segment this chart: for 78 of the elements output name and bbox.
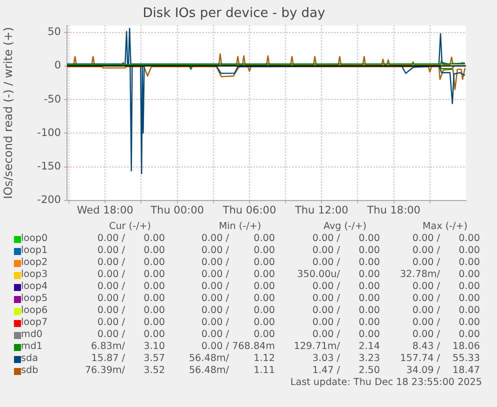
text: 0.00 / 0.00 <box>412 233 480 244</box>
text: 0.00 / 0.00 <box>201 269 275 280</box>
text: 0.00 / 0.00 <box>97 317 165 328</box>
text: 0.00 / 0.00 <box>97 281 165 292</box>
text: 0.00 / 0.00 <box>201 233 275 244</box>
text: 56.48m/ 1.11 <box>188 365 275 376</box>
y-tick-label: 50 <box>48 26 61 38</box>
text: 0.00 / 0.00 <box>97 257 165 268</box>
x-tick-label: Wed 18:00 <box>76 204 134 216</box>
y-axis-title: IOs/second read (-) / write (+) <box>0 26 15 200</box>
legend-label: loop3 <box>21 269 48 281</box>
text: 6.83m/ 3.10 <box>91 341 165 352</box>
text: 0.00 / 0.00 <box>312 317 380 328</box>
text: 0.00 / 0.00 <box>412 245 480 256</box>
text: 3.03 / 3.23 <box>312 353 380 364</box>
x-tick-label: Thu 18:00 <box>366 204 420 216</box>
text: 0.00 / 0.00 <box>412 329 480 340</box>
text: 157.74 / 55.33 <box>400 353 480 364</box>
legend-label: md1 <box>21 341 43 353</box>
text: 0.00 / 0.00 <box>312 293 380 304</box>
text: 8.43 / 18.06 <box>412 341 480 352</box>
legend-label: md0 <box>21 329 43 341</box>
text: 350.00u/ 0.00 <box>297 269 380 280</box>
text: 0.00 / 0.00 <box>201 329 275 340</box>
text: 0.00 / 0.00 <box>412 305 480 316</box>
text: 15.87 / 3.57 <box>91 353 165 364</box>
chart-title: Disk IOs per device - by day <box>142 6 326 22</box>
y-tick-label: -200 <box>37 194 61 206</box>
legend-label: loop6 <box>21 305 48 317</box>
text: 76.39m/ 3.52 <box>84 365 165 376</box>
legend-label: sda <box>21 353 38 365</box>
text: 0.00 / 0.00 <box>201 317 275 328</box>
y-tick-label: -50 <box>44 93 61 106</box>
text: Min (-/+) <box>218 221 262 233</box>
y-tick-label: 0 <box>54 60 61 72</box>
text: 0.00 / 0.00 <box>201 281 275 292</box>
text: 0.00 / 768.84m <box>201 341 275 353</box>
text: 0.00 / 0.00 <box>312 305 380 316</box>
legend-label: loop0 <box>21 233 48 245</box>
text: Max (-/+) <box>421 221 469 233</box>
text: 0.00 / 0.00 <box>312 281 380 292</box>
text: 0.00 / 0.00 <box>97 329 165 340</box>
x-tick-label: Thu 12:00 <box>294 204 348 216</box>
text: Last update: Thu Dec 18 23:55:00 2025 <box>290 377 482 389</box>
text: 0.00 / 0.00 <box>412 293 480 304</box>
legend-label: loop1 <box>21 245 48 257</box>
text: 0.00 / 0.00 <box>312 257 380 268</box>
text: 56.48m/ 1.12 <box>188 353 275 364</box>
legend-label: loop2 <box>21 257 48 269</box>
legend-label: sdb <box>21 365 38 377</box>
text: 0.00 / 0.00 <box>201 305 275 316</box>
legend-label: loop7 <box>21 317 48 329</box>
legend-label: loop4 <box>21 281 48 293</box>
text: 1.47 / 2.50 <box>312 365 380 376</box>
text: 34.09 / 18.47 <box>406 365 480 376</box>
text: 0.00 / 0.00 <box>412 281 480 292</box>
text: 0.00 / 0.00 <box>97 233 165 244</box>
text: 32.78m/ 0.00 <box>400 269 480 280</box>
text: 0.00 / 0.00 <box>97 245 165 256</box>
text: 0.00 / 0.00 <box>97 293 165 304</box>
legend-label: loop5 <box>21 293 48 305</box>
text: 0.00 / 0.00 <box>201 293 275 304</box>
text: 0.00 / 0.00 <box>412 317 480 328</box>
text: 0.00 / 0.00 <box>201 245 275 256</box>
y-tick-label: -150 <box>37 160 61 173</box>
text: 0.00 / 0.00 <box>312 233 380 244</box>
x-tick-label: Thu 00:00 <box>150 204 204 216</box>
text: 0.00 / 0.00 <box>97 269 165 280</box>
text: 0.00 / 0.00 <box>412 257 480 268</box>
text: 0.00 / 0.00 <box>312 329 380 340</box>
text: 0.00 / 0.00 <box>312 245 380 256</box>
text: Avg (-/+) <box>322 221 368 233</box>
text: 0.00 / 0.00 <box>201 257 275 268</box>
text: 0.00 / 0.00 <box>97 305 165 316</box>
text: Cur (-/+) <box>108 221 152 233</box>
x-tick-label: Thu 06:00 <box>222 204 276 216</box>
y-tick-label: -100 <box>37 126 61 139</box>
text: 129.71m/ 2.14 <box>294 341 380 352</box>
